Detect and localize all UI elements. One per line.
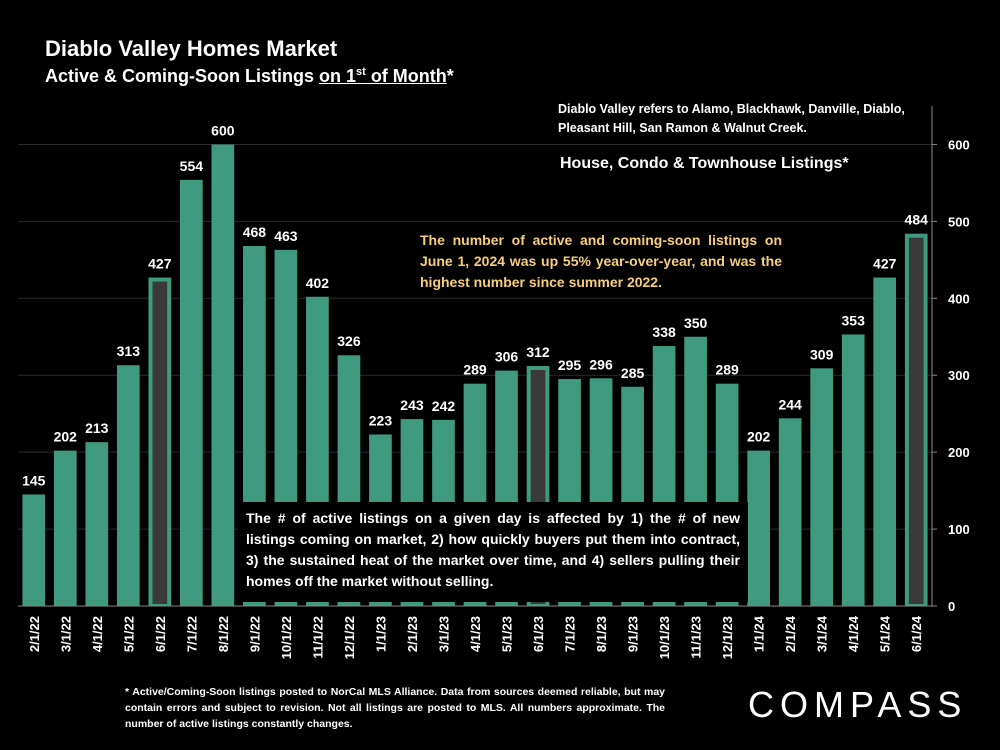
y-tick-label: 200: [948, 445, 970, 460]
x-tick-label: 8/1/23: [594, 616, 609, 652]
x-tick-label: 11/1/23: [689, 616, 704, 659]
region-note: Diablo Valley refers to Alamo, Blackhawk…: [558, 102, 905, 135]
x-tick-label: 2/1/22: [27, 616, 42, 652]
x-tick-label: 3/1/22: [58, 616, 73, 652]
value-label: 243: [400, 397, 424, 413]
x-tick-label: 4/1/24: [846, 615, 861, 652]
x-tick-label: 7/1/23: [563, 616, 578, 652]
x-tick-label: 5/1/22: [121, 616, 136, 652]
value-label: 427: [148, 256, 172, 272]
value-label: 306: [495, 349, 519, 365]
value-label: 313: [117, 343, 141, 359]
value-label: 202: [747, 429, 771, 445]
x-tick-label: 2/1/23: [405, 616, 420, 652]
x-tick-label: 10/1/22: [279, 616, 294, 659]
bar-3/1/22: [53, 450, 77, 606]
value-label: 242: [432, 398, 456, 414]
bar-1/1/24: [747, 450, 771, 606]
bar-8/1/22: [211, 144, 235, 606]
x-tick-label: 12/1/23: [720, 616, 735, 659]
value-label: 289: [715, 362, 739, 378]
x-tick-label: 6/1/24: [909, 615, 924, 652]
y-tick-label: 0: [948, 599, 955, 614]
value-label: 309: [810, 346, 834, 362]
value-label: 289: [463, 362, 487, 378]
value-label: 326: [337, 333, 361, 349]
x-tick-label: 1/1/24: [752, 615, 767, 652]
x-tick-label: 7/1/22: [184, 616, 199, 652]
value-labels: 145 202 213 313 427 554 600 468 463 402 326 223 243 2…: [22, 122, 928, 488]
value-label: 145: [22, 472, 46, 488]
bar-4/1/24: [841, 334, 865, 606]
explanation-box: The # of active listings on a given day …: [238, 502, 748, 602]
value-label: 202: [54, 429, 78, 445]
bar-2/1/24: [778, 418, 802, 606]
x-tick-label: 2/1/24: [783, 615, 798, 652]
value-label: 295: [558, 357, 582, 373]
bar-5/1/22: [116, 365, 140, 606]
bar-5/1/24: [873, 277, 897, 606]
x-tick-label: 4/1/23: [468, 616, 483, 652]
bar-6/1/24: [908, 237, 924, 604]
value-label: 600: [211, 122, 235, 138]
bar-3/1/24: [810, 368, 834, 606]
value-label: 402: [306, 275, 330, 291]
compass-logo: COMPASS: [748, 684, 968, 725]
y-tick-label: 600: [948, 137, 970, 152]
y-tick-label: 300: [948, 368, 970, 383]
value-label: 213: [85, 420, 109, 436]
chart-subtitle: Active & Coming-Soon Listings on 1st of …: [45, 66, 454, 86]
x-tick-label: 8/1/22: [216, 616, 231, 652]
x-tick-label: 5/1/24: [878, 615, 893, 652]
value-label: 484: [905, 212, 929, 228]
x-tick-label: 10/1/23: [657, 616, 672, 659]
x-tick-label: 3/1/24: [815, 615, 830, 652]
x-tick-label: 9/1/23: [626, 616, 641, 652]
value-label: 312: [526, 344, 550, 360]
footnote: * Active/Coming-Soon listings posted to …: [125, 686, 665, 730]
x-tick-label: 11/1/22: [310, 616, 325, 659]
value-label: 338: [652, 324, 676, 340]
x-tick-label: 3/1/23: [436, 616, 451, 652]
value-label: 285: [621, 365, 645, 381]
y-tick-label: 500: [948, 214, 970, 229]
bar-7/1/22: [179, 179, 203, 606]
x-tick-label: 4/1/22: [90, 616, 105, 652]
value-label: 350: [684, 315, 708, 331]
x-tick-label: 6/1/22: [153, 616, 168, 652]
value-label: 244: [778, 396, 802, 412]
yoy-callout: The number of active and coming-soon lis…: [420, 232, 782, 290]
value-label: 468: [243, 224, 267, 240]
bar-2/1/22: [22, 494, 46, 606]
listing-types-label: House, Condo & Townhouse Listings*: [560, 155, 849, 172]
value-label: 427: [873, 256, 897, 272]
y-tick-label: 400: [948, 291, 970, 306]
bar-6/1/22: [152, 281, 168, 604]
x-axis-labels: 2/1/22 3/1/22 4/1/22 5/1/22 6/1/22 7/1/22 8/1/…: [27, 615, 924, 659]
bar-4/1/22: [85, 442, 109, 606]
y-tick-label: 100: [948, 522, 970, 537]
x-tick-label: 6/1/23: [531, 616, 546, 652]
y-axis: 0 100 200 300 400 500 600: [18, 106, 970, 614]
value-label: 463: [274, 228, 298, 244]
value-label: 554: [180, 158, 204, 174]
x-tick-label: 12/1/22: [342, 616, 357, 659]
x-tick-label: 5/1/23: [500, 616, 515, 652]
value-label: 353: [842, 312, 866, 328]
value-label: 223: [369, 412, 393, 428]
x-tick-label: 1/1/23: [373, 616, 388, 652]
value-label: 296: [589, 356, 613, 372]
x-tick-label: 9/1/22: [247, 616, 262, 652]
chart-title: Diablo Valley Homes Market: [45, 36, 338, 61]
